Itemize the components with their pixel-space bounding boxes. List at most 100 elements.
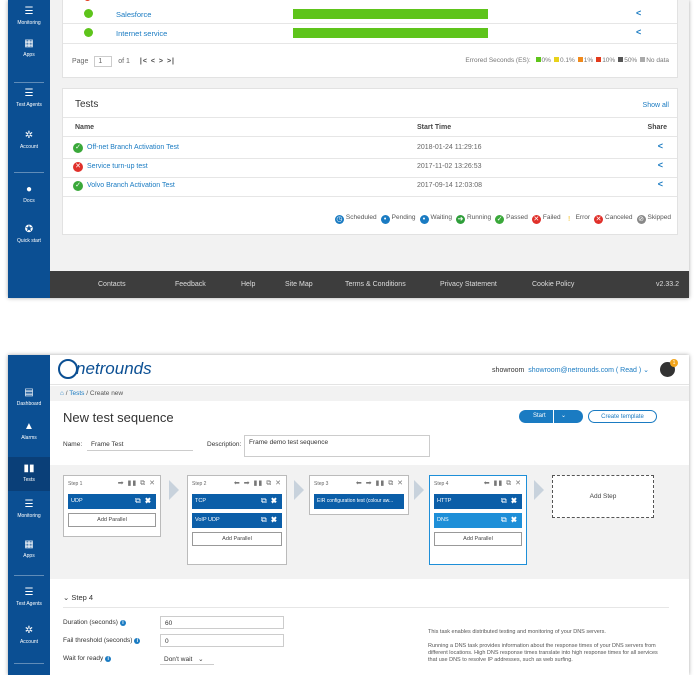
description-input[interactable]: Frame demo test sequence — [244, 435, 430, 457]
page-input[interactable]: 1 — [94, 56, 113, 67]
footer-link[interactable]: Help — [241, 281, 256, 288]
sidebar-item-tests[interactable]: ▮▮ Tests — [8, 457, 50, 491]
footer-link[interactable]: Contacts — [98, 281, 126, 288]
task-actions-icon[interactable]: ⧉ ✖ — [500, 496, 518, 505]
sidebar-item-docs[interactable]: ● Docs — [8, 184, 50, 212]
es-legend-label: 0.1% — [559, 57, 575, 64]
monitor-link[interactable]: Salesforce — [116, 10, 152, 19]
wait-for-ready-select[interactable]: Don't wait ⌄ — [160, 652, 214, 665]
breadcrumb-current: Create new — [89, 390, 124, 397]
test-name-link[interactable]: Service turn-up test — [87, 163, 148, 170]
share-icon[interactable]: < — [657, 179, 663, 189]
add-parallel-button[interactable]: Add Parallel — [434, 532, 522, 546]
table-row: ✓ Off-net Branch Activation Test 2018-01-2… — [63, 140, 677, 159]
main-content: netrounds showroom showroom@netrounds.co… — [50, 355, 689, 675]
section-toggle[interactable]: ⌄ Step 4 — [63, 593, 94, 602]
sidebar-item-apps[interactable]: ▦ Apps — [8, 539, 50, 565]
task-tile-selected[interactable]: DNS ⧉ ✖ — [434, 513, 522, 528]
footer-link[interactable]: Terms & Conditions — [345, 281, 406, 288]
task-tile[interactable]: EIR configuration test (colour aw... — [314, 494, 404, 509]
breadcrumb-tests[interactable]: Tests — [69, 390, 85, 397]
sidebar-item-dashboard[interactable]: ▤ Dashboard — [8, 387, 50, 413]
add-parallel-button[interactable]: Add Parallel — [192, 532, 282, 546]
passed-icon: ✓ — [73, 181, 83, 191]
share-icon[interactable]: < — [657, 160, 663, 170]
add-parallel-button[interactable]: Add Parallel — [68, 513, 156, 527]
task-tile[interactable]: TCP ⧉ ✖ — [192, 494, 282, 509]
info-icon[interactable]: i — [119, 620, 126, 626]
user-email[interactable]: showroom@netrounds.com ( Read ) — [528, 367, 642, 374]
step-controls[interactable]: ➡ ▮▮ ⧉ ✕ — [117, 480, 156, 487]
step-controls[interactable]: ⬅ ➡ ▮▮ ⧉ ✕ — [355, 480, 404, 487]
es-bar — [293, 9, 488, 19]
task-actions-icon[interactable]: ⧉ ✖ — [500, 515, 518, 524]
share-icon[interactable]: < — [636, 0, 641, 1]
info-icon[interactable]: i — [105, 656, 112, 662]
step-controls[interactable]: ⬅ ➡ ▮▮ ⧉ ✕ — [233, 480, 282, 487]
sidebar-item-account[interactable]: ✲ Account — [8, 130, 50, 158]
col-name: Name — [75, 124, 95, 131]
failed-icon: ✕ — [531, 215, 541, 224]
step-card[interactable]: Step 2 ⬅ ➡ ▮▮ ⧉ ✕ TCP ⧉ ✖ VoIP UDP ⧉ ✖ Add… — [187, 475, 287, 565]
footer-link[interactable]: Cookie Policy — [532, 281, 575, 288]
task-tile[interactable]: VoIP UDP ⧉ ✖ — [192, 513, 282, 528]
step-card[interactable]: Step 1 ➡ ▮▮ ⧉ ✕ UDP ⧉ ✖ Add Parallel — [63, 475, 161, 537]
task-tile[interactable]: UDP ⧉ ✖ — [68, 494, 156, 509]
task-actions-icon[interactable]: ⧉ ✖ — [260, 496, 278, 505]
step-card-selected[interactable]: Step 4 ⬅ ▮▮ ⧉ ✕ HTTP ⧉ ✖ DNS ⧉ ✖ Add Paral… — [429, 475, 527, 565]
share-icon[interactable]: < — [636, 27, 642, 37]
sidebar-divider — [14, 663, 44, 664]
test-name-link[interactable]: Off-net Branch Activation Test — [87, 144, 179, 151]
step-card[interactable]: Step 3 ⬅ ➡ ▮▮ ⧉ ✕ EIR configuration test… — [309, 475, 409, 515]
share-icon[interactable]: < — [636, 8, 642, 18]
sidebar-item-monitoring[interactable]: ☰ Monitoring — [8, 499, 50, 525]
step-arrow-icon — [414, 480, 424, 500]
fail-threshold-label: Fail threshold (seconds) i — [63, 637, 141, 644]
create-template-button[interactable]: Create template — [588, 410, 657, 423]
step-arrow-icon — [534, 480, 544, 500]
sidebar-item-quick-start[interactable]: ✪ Quick start — [8, 224, 50, 252]
tests-icon: ▮▮ — [23, 463, 35, 474]
pager-controls[interactable]: |< < > >| — [139, 58, 176, 65]
table-row: ✕ Service turn-up test 2017-11-02 13:26:53… — [63, 159, 677, 178]
status-dot — [84, 9, 93, 18]
screenshot-new-test-sequence: ▤ Dashboard ▲ Alarms ▮▮ Tests ☰ Monitori… — [8, 355, 689, 675]
show-all-link[interactable]: Show all — [642, 102, 669, 109]
sidebar-item-apps[interactable]: ▦ Apps — [8, 38, 50, 66]
es-bar — [293, 28, 488, 38]
footer-link[interactable]: Feedback — [175, 281, 206, 288]
description-label: Description: — [207, 441, 242, 448]
legend-label: Scheduled — [345, 214, 377, 221]
share-icon[interactable]: < — [657, 141, 663, 151]
legend-label: Passed — [506, 214, 528, 221]
sidebar-item-alarms[interactable]: ▲ Alarms — [8, 421, 50, 447]
footer-link[interactable]: Privacy Statement — [440, 281, 497, 288]
step-controls[interactable]: ⬅ ▮▮ ⧉ ✕ — [483, 480, 522, 487]
legend-label: Failed — [542, 214, 561, 221]
duration-input[interactable]: 60 — [160, 616, 284, 629]
home-icon[interactable]: ⌂ — [60, 390, 64, 397]
legend-label: Running — [466, 214, 492, 221]
start-button[interactable]: Start ⌄ — [519, 410, 583, 423]
sidebar-item-test-agents[interactable]: ☰ Test Agents — [8, 88, 50, 116]
monitor-link[interactable]: Internet service — [116, 29, 168, 38]
task-tile[interactable]: HTTP ⧉ ✖ — [434, 494, 522, 509]
es-legend-swatch — [596, 57, 602, 62]
task-actions-icon[interactable]: ⧉ ✖ — [134, 496, 152, 505]
page-title: New test sequence — [63, 410, 174, 425]
divider — [63, 136, 677, 137]
user-menu[interactable]: showroom showroom@netrounds.com ( Read )… — [492, 367, 649, 374]
sidebar-item-test-agents[interactable]: ☰ Test Agents — [8, 587, 50, 613]
tests-card: Tests Show all Name Start Time Share ✓ Of… — [62, 88, 678, 235]
fail-threshold-input[interactable]: 0 — [160, 634, 284, 647]
status-dot — [84, 0, 91, 1]
test-name-link[interactable]: Volvo Branch Activation Test — [87, 182, 175, 189]
add-step-button[interactable]: Add Step — [552, 475, 654, 518]
sidebar-item-account[interactable]: ✲ Account — [8, 625, 50, 651]
name-input[interactable]: Frame Test — [87, 438, 193, 451]
name-label: Name: — [63, 441, 83, 448]
sidebar-item-monitoring[interactable]: ☰ Monitoring — [8, 2, 50, 30]
task-actions-icon[interactable]: ⧉ ✖ — [260, 515, 278, 524]
info-icon[interactable]: i — [134, 638, 141, 644]
footer-link[interactable]: Site Map — [285, 281, 313, 288]
